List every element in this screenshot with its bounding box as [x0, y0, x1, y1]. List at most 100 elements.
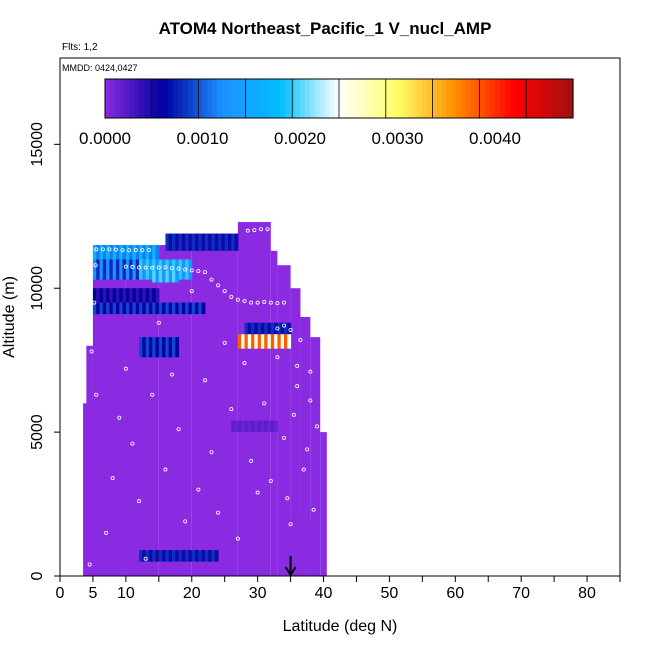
heatmap-cell	[181, 550, 186, 562]
flight-track-point	[92, 300, 97, 305]
y-tick-label: 10000	[29, 266, 46, 311]
heatmap-cell	[119, 259, 124, 280]
colorbar-swatch	[231, 79, 238, 118]
heatmap-cell	[145, 259, 150, 280]
heatmap-cell	[148, 302, 153, 315]
heatmap-cell	[96, 302, 101, 315]
heatmap-cell	[191, 302, 196, 315]
heatmap-cell	[139, 288, 143, 303]
flight-track-point	[130, 441, 135, 446]
heatmap-cell	[254, 420, 259, 433]
heatmap-cell	[129, 288, 133, 303]
flight-track-point	[114, 247, 119, 252]
x-tick-label: 50	[381, 585, 399, 602]
heatmap-cell	[218, 233, 222, 251]
colorbar-swatch	[163, 79, 169, 118]
heatmap-cell	[244, 322, 249, 335]
heatmap-cell	[135, 288, 140, 303]
heatmap-cell	[247, 420, 252, 433]
heatmap-cell	[139, 302, 143, 315]
plot-frame	[59, 57, 621, 577]
flight-track-point	[183, 267, 188, 272]
colorbar-swatch	[236, 79, 243, 118]
flight-track-point	[291, 412, 296, 417]
flight-track-point	[137, 499, 142, 504]
heatmap-cell	[112, 288, 117, 303]
heatmap-cell	[109, 288, 114, 303]
colorbar-swatch	[285, 79, 291, 118]
flight-track-point	[229, 407, 234, 412]
heatmap-cell	[158, 259, 163, 280]
heatmap-cell	[231, 420, 236, 433]
colorbar-swatch	[339, 79, 345, 118]
x-tick-label: 40	[315, 585, 333, 602]
flight-track-point	[288, 327, 293, 332]
colorbar-swatch	[329, 79, 335, 118]
heatmap-cell	[102, 259, 107, 280]
flight-track-point	[143, 265, 148, 270]
heatmap-cell	[198, 233, 203, 251]
flight-track-point	[202, 378, 207, 383]
heatmap-cell	[165, 270, 170, 283]
colorbar-swatch	[475, 79, 481, 118]
heatmap-cell	[264, 334, 269, 349]
flight-track-point	[262, 401, 267, 406]
heatmap-cell	[92, 288, 97, 303]
heatmap-cell	[270, 420, 275, 433]
heatmap-cell	[106, 259, 110, 280]
heatmap-cell	[264, 420, 269, 433]
colorbar-swatch	[319, 79, 325, 118]
heatmap-cell	[284, 322, 288, 335]
heatmap-cell	[158, 270, 163, 283]
flight-track-point	[245, 228, 250, 233]
heatmap-cell	[211, 550, 216, 562]
heatmap-cell	[168, 337, 173, 358]
heatmap-cell	[96, 288, 101, 303]
colorbar-swatch	[202, 79, 208, 118]
heatmap-cell	[132, 302, 137, 315]
flight-track-point	[169, 266, 174, 271]
heatmap-cell	[267, 322, 272, 335]
heatmap-cell	[267, 334, 272, 349]
heatmap-cell	[92, 245, 97, 260]
heatmap-cell	[155, 245, 160, 260]
heatmap-cell	[172, 259, 176, 280]
heatmap-cell	[172, 302, 176, 315]
location-marker-arrow	[284, 566, 297, 576]
heatmap-cell	[142, 550, 147, 562]
heatmap-cell	[178, 302, 183, 315]
heatmap-cell	[244, 334, 249, 349]
colorbar-swatch	[348, 79, 355, 118]
heatmap-cell	[277, 334, 282, 349]
colorbar-swatch	[353, 79, 360, 118]
colorbar-swatch	[519, 79, 525, 118]
colorbar-tick-label: 0.0000	[79, 129, 131, 148]
flight-track-point	[150, 392, 155, 397]
flight-track-point	[252, 228, 257, 233]
heatmap-cell	[145, 337, 150, 358]
colorbar-swatch	[280, 79, 286, 118]
colorbar-swatch	[139, 79, 145, 118]
colorbar-tick-label: 0.0010	[177, 129, 229, 148]
heatmap-cell	[112, 259, 117, 280]
heatmap-cell	[287, 334, 292, 349]
heatmap-cell	[168, 302, 173, 315]
colorbar-swatch	[314, 79, 321, 118]
heatmap-cell	[251, 420, 255, 433]
flight-track-point	[255, 300, 260, 305]
flight-track-point	[249, 458, 254, 463]
heatmap-cell	[99, 259, 104, 280]
heatmap-cell	[106, 288, 110, 303]
heatmap-cell	[142, 302, 147, 315]
heatmap-cell	[181, 233, 186, 251]
flights-label: Flts: 1,2	[62, 42, 98, 53]
heatmap-cell	[165, 259, 170, 280]
colorbar-frame	[104, 78, 574, 119]
colorbar-swatch	[158, 79, 165, 118]
heatmap-cell	[237, 420, 242, 433]
heatmap-cell	[251, 334, 255, 349]
flight-track-point	[202, 270, 207, 275]
flight-track-point	[146, 247, 151, 252]
flight-track-point	[87, 562, 92, 567]
